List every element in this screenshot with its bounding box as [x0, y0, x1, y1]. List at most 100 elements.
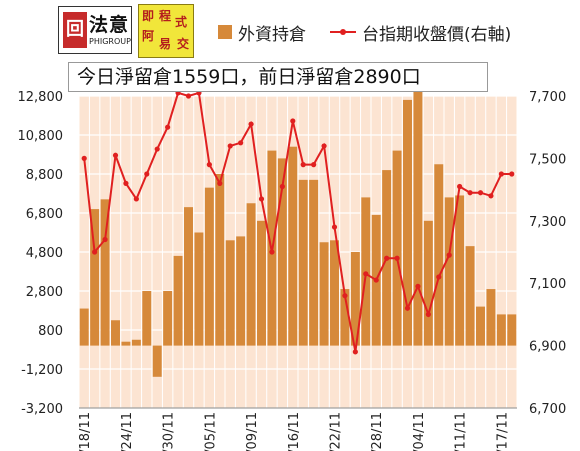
bar	[100, 199, 110, 346]
bar	[79, 308, 89, 346]
bar	[246, 203, 256, 346]
x-tick-label: 08/30/11	[162, 412, 177, 451]
y2-tick-label: 7,700	[529, 90, 566, 105]
bar	[455, 195, 465, 346]
y-tick-label: 4,800	[26, 246, 63, 261]
line-series	[81, 90, 515, 355]
x-tick-label: 10/11/11	[454, 412, 469, 451]
price-point	[112, 152, 119, 158]
y2-tick-label: 7,100	[529, 277, 566, 292]
price-point	[206, 162, 212, 168]
logo2-char: 即	[142, 9, 155, 23]
x-tick-label: 09/22/11	[329, 412, 344, 451]
price-point	[404, 305, 411, 311]
price-point	[425, 311, 431, 317]
price-point	[258, 196, 265, 202]
price-point	[217, 180, 223, 186]
bar	[236, 236, 246, 346]
x-tick-label: 10/17/11	[495, 412, 510, 451]
price-point	[102, 236, 108, 243]
price-point	[311, 162, 317, 168]
price-point	[457, 183, 463, 190]
y-tick-label: 12,800	[18, 90, 64, 105]
price-point	[467, 190, 473, 196]
x-tick-label: 09/05/11	[203, 412, 218, 451]
bar	[90, 209, 100, 346]
x-tick-label: 08/18/11	[78, 412, 93, 451]
bar	[330, 240, 339, 346]
price-point	[436, 274, 442, 280]
gridlines	[78, 95, 518, 409]
bar	[340, 289, 350, 346]
legend-line-label: 台指期收盤價(右軸)	[362, 24, 512, 45]
price-point	[81, 155, 87, 161]
price-point	[394, 255, 400, 261]
bar	[465, 246, 475, 346]
bar	[496, 314, 506, 346]
y2-tick-label: 6,700	[529, 402, 566, 417]
legend-line-swatch	[330, 25, 356, 39]
price-point	[238, 140, 244, 146]
chart-legend: 外資持倉 台指期收盤價(右軸)	[218, 18, 511, 46]
bar	[225, 240, 235, 346]
logo-seal: 回	[63, 12, 87, 48]
bar	[309, 179, 319, 346]
logo2-char: 程	[159, 9, 172, 23]
y2-tick-label: 6,900	[529, 340, 566, 355]
bar	[288, 146, 298, 346]
bar	[121, 341, 131, 346]
price-point	[415, 283, 421, 289]
price-point	[154, 146, 160, 152]
bar	[257, 220, 266, 346]
bar	[350, 252, 360, 346]
price-point	[498, 171, 504, 177]
price-point	[144, 171, 150, 177]
bar	[204, 187, 214, 346]
price-point	[279, 183, 285, 190]
price-point	[290, 118, 296, 124]
bar	[184, 207, 193, 346]
logo2-char: 阿	[142, 29, 155, 43]
phigroup-logo: 回 法意 PHIGROUP	[58, 6, 132, 54]
price-point	[446, 252, 452, 258]
bar	[277, 158, 287, 346]
logo-subtitle: PHIGROUP	[89, 37, 131, 46]
bar	[194, 232, 204, 346]
price-line	[83, 91, 512, 352]
y-tick-label: 8,800	[26, 168, 63, 183]
y-tick-label: -3,200	[21, 402, 63, 417]
y2-tick-label: 7,300	[529, 215, 566, 230]
price-point	[477, 190, 484, 196]
bar	[298, 179, 308, 346]
bar	[486, 289, 496, 346]
price-point	[352, 349, 358, 355]
bar	[111, 320, 120, 346]
bar	[423, 220, 433, 346]
price-point	[363, 271, 369, 277]
x-tick-label: 09/16/11	[287, 412, 302, 451]
bar	[476, 306, 485, 346]
price-point	[248, 121, 254, 127]
y-tick-label: 2,800	[26, 285, 63, 300]
position-banner: 今日淨留倉1559口，前日淨留倉2890口	[68, 62, 488, 92]
price-point	[509, 171, 515, 177]
bar	[319, 242, 329, 346]
bar	[152, 345, 162, 377]
bar	[163, 291, 173, 346]
price-point	[185, 93, 192, 99]
logo2-char: 交	[177, 37, 190, 51]
legend-bar-swatch	[218, 25, 232, 39]
price-point	[92, 249, 98, 255]
y-tick-label: 6,800	[26, 207, 63, 222]
logo2-char: 易	[159, 37, 172, 51]
price-point	[373, 277, 379, 283]
logo2-char: 式	[175, 15, 188, 29]
price-point	[269, 249, 275, 255]
price-point	[300, 162, 306, 168]
price-point	[165, 124, 171, 130]
x-tick-label: 09/09/11	[245, 412, 260, 451]
x-tick-label: 09/28/11	[370, 412, 385, 451]
bar	[392, 150, 402, 346]
price-point	[384, 255, 390, 261]
